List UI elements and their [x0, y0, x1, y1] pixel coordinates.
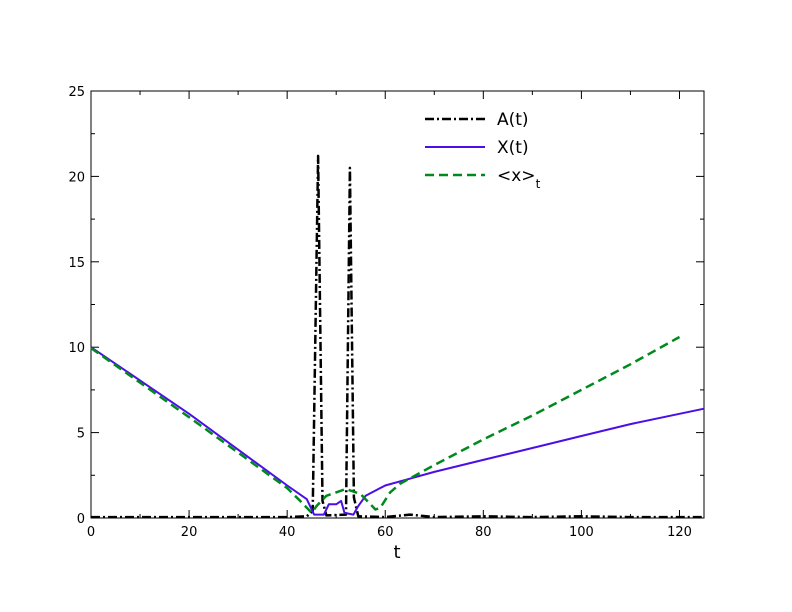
ticks-layer: [90, 90, 704, 519]
legend-label-1: X(t): [497, 138, 529, 158]
series-line-1: [90, 346, 705, 516]
legend-label-text: A(t): [497, 110, 529, 130]
plot-frame: [90, 90, 705, 519]
tick-labels-layer: 0 20 40 60 80 100 120 0 5 10 15 20 25: [68, 85, 691, 540]
y-tick-label: 20: [68, 170, 85, 185]
legend-label-text: <x>: [497, 166, 536, 186]
legend-label-text: X(t): [497, 138, 529, 158]
x-tick-label: 100: [569, 525, 594, 540]
x-tick-label: 0: [87, 525, 95, 540]
y-tick-label: 15: [68, 256, 85, 271]
legend: A(t) X(t) <x>t: [425, 110, 541, 191]
x-axis-title: t: [393, 542, 400, 563]
series-line-0: [91, 154, 704, 519]
x-tick-label: 40: [279, 525, 296, 540]
x-tick-label: 20: [181, 525, 198, 540]
legend-label-0: A(t): [497, 110, 529, 130]
legend-label-subscript: t: [536, 177, 541, 191]
series-layer: [90, 154, 705, 519]
y-tick-label: 10: [68, 341, 85, 356]
y-tick-label: 0: [77, 512, 85, 527]
y-tick-label: 25: [68, 85, 85, 100]
x-tick-label: 60: [377, 525, 394, 540]
x-tick-label: 80: [475, 525, 492, 540]
legend-label-2: <x>t: [497, 166, 541, 191]
series-line-2: [90, 335, 681, 515]
y-tick-label: 5: [77, 427, 85, 442]
x-tick-label: 120: [667, 525, 692, 540]
